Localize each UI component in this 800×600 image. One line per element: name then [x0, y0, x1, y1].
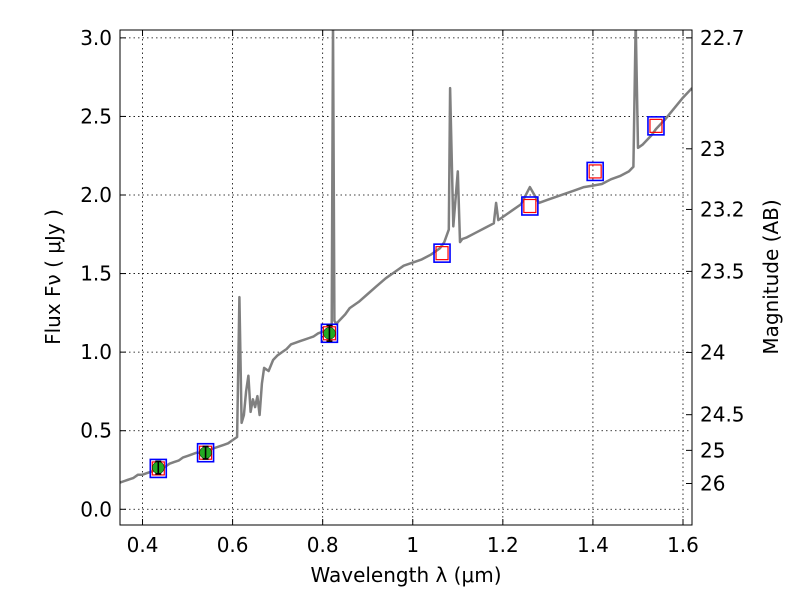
- model-band-box: [196, 442, 215, 463]
- y-tick-label: 1.0: [80, 340, 112, 364]
- y2-tick-label: 25: [700, 438, 725, 462]
- x-tick-label: 1.2: [487, 533, 519, 557]
- y2-tick-label: 24.5: [700, 403, 745, 427]
- y2-tick-label: 22.7: [700, 26, 745, 50]
- model-band-box: [320, 323, 339, 344]
- y-tick-label: 2.0: [80, 183, 112, 207]
- plot-frame: [120, 30, 692, 525]
- model-band-box: [149, 458, 168, 479]
- x-tick-label: 0.4: [127, 533, 159, 557]
- y2-tick-label: 23.2: [700, 197, 745, 221]
- model-band-box: [521, 196, 539, 216]
- data-layer: [120, 30, 692, 484]
- x-tick-label: 0.6: [217, 533, 249, 557]
- y-tick-label: 3.0: [80, 26, 112, 50]
- y-tick-label: 2.5: [80, 104, 112, 128]
- x-tick-label: 0.8: [307, 533, 339, 557]
- x-axis-label: Wavelength λ (μm): [310, 563, 501, 587]
- y-axis-label: Flux Fν ( μJy ): [41, 209, 65, 345]
- model-point: [588, 164, 602, 179]
- y2-tick-label: 23: [700, 137, 725, 161]
- model-band-box: [647, 116, 665, 136]
- grid: [120, 30, 692, 525]
- x-tick-label: 1: [406, 533, 419, 557]
- y2-tick-label: 24: [700, 340, 725, 364]
- y2-tick-label: 23.5: [700, 259, 745, 283]
- y-tick-label: 1.5: [80, 262, 112, 286]
- y-tick-label: 0.0: [80, 497, 112, 521]
- ticks: 0.4 0.6 0.8 1 1.2 1.4 1.6 0.0 0.5 1.0 1.5 2.0 2.5 3.0…: [80, 26, 744, 557]
- model-point: [435, 246, 449, 261]
- x-tick-label: 1.6: [667, 533, 699, 557]
- y2-axis-label: Magnitude (AB): [759, 199, 783, 354]
- y2-tick-label: 26: [700, 472, 725, 496]
- model-point: [649, 118, 663, 133]
- model-point: [523, 198, 537, 214]
- plot-border: [119, 29, 693, 526]
- model-band-box: [586, 161, 604, 182]
- model-band-box: [433, 243, 451, 263]
- x-tick-label: 1.4: [577, 533, 609, 557]
- y-tick-label: 0.5: [80, 419, 112, 443]
